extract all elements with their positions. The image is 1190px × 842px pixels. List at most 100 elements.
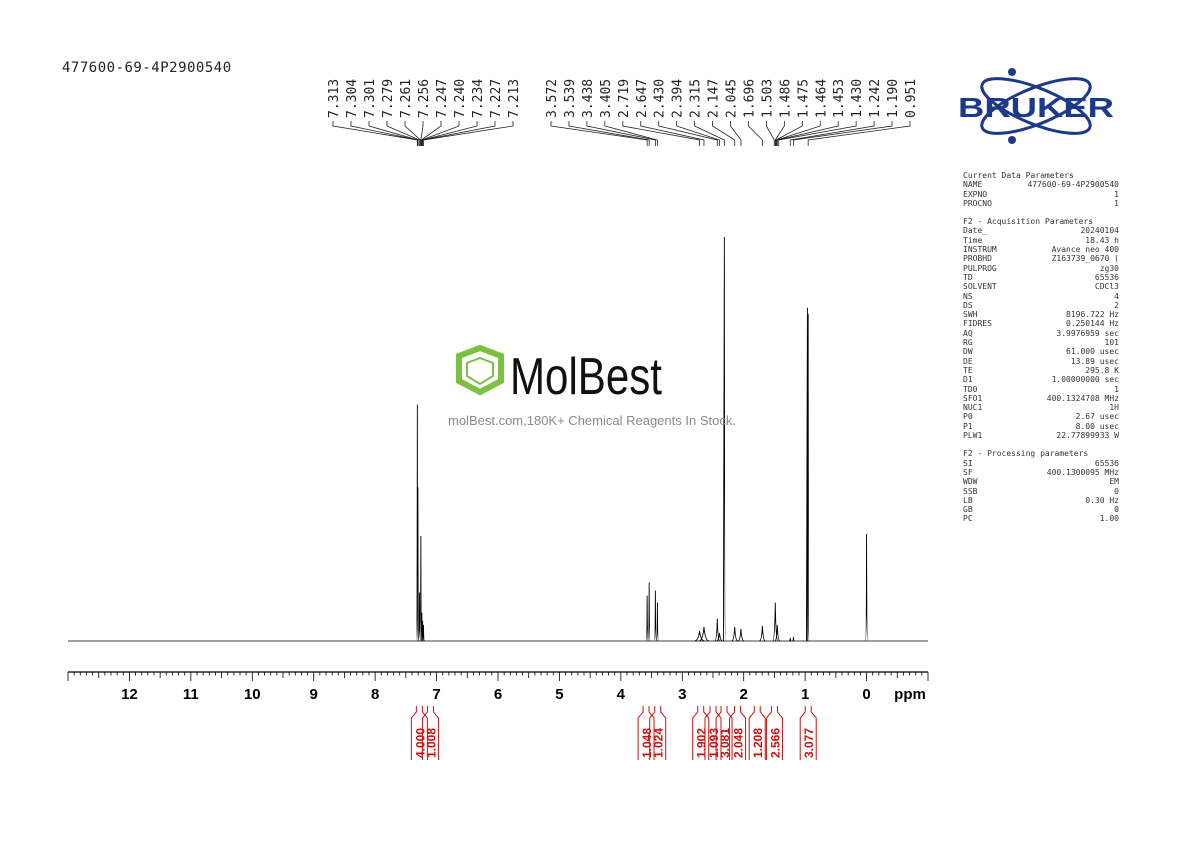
parameter-value: 477600-69-4P2900540 (1027, 180, 1119, 190)
parameter-row: EXPNO 1 (963, 190, 1119, 199)
parameter-key: TD (963, 272, 973, 282)
peak-label: 7.227 (489, 79, 504, 118)
parameter-row: PULPROG zg30 (963, 264, 1119, 273)
peak-label-connector (332, 121, 418, 146)
parameter-value: 400.1324708 MHz (1046, 393, 1119, 403)
integral-bracket (421, 706, 428, 760)
parameter-row: NAME 477600-69-4P2900540 (963, 180, 1119, 189)
parameter-value: 1.00 (1099, 514, 1119, 524)
parameter-row: PROBHD Z163739_0670 ( (963, 254, 1119, 263)
integral-label: 1.208 (751, 728, 765, 758)
parameter-row: SOLVENT CDCl3 (963, 282, 1119, 291)
integral-bracket (637, 706, 644, 760)
peak-label: 7.301 (363, 79, 378, 118)
spectrum-peak (772, 602, 779, 642)
parameter-row: FIDRES 0.250144 Hz (963, 319, 1119, 328)
parameter-key: RG (963, 338, 973, 348)
integral-bracket (799, 706, 806, 760)
spectrum-peak (865, 533, 868, 642)
parameter-key: PULPROG (963, 263, 997, 273)
parameter-key: P0 (963, 412, 973, 422)
parameter-row: TE 295.8 K (963, 366, 1119, 375)
parameter-row: SF 400.1300095 MHz (963, 468, 1119, 477)
peak-label: 7.261 (399, 79, 414, 118)
spectrum-peak (647, 582, 651, 642)
bruker-logo: BRUKER (958, 68, 1114, 144)
parameter-row: DS 2 (963, 301, 1119, 310)
parameter-key: SWH (963, 310, 978, 320)
parameter-key: SI (963, 458, 973, 468)
peak-label-connector (386, 121, 420, 146)
peak-label-connector (776, 121, 821, 146)
integral-label: 2.566 (768, 728, 782, 758)
parameter-key: PROBHD (963, 254, 992, 264)
peak-label-connector (793, 121, 893, 146)
x-tick-label: 3 (678, 686, 686, 703)
peak-label-connector (658, 121, 718, 146)
spectrum-peak (422, 624, 425, 642)
integral-label: 3.077 (802, 728, 816, 758)
parameter-key: LB (963, 495, 973, 505)
parameter-value: 0 (1114, 505, 1119, 515)
integral-bracket (759, 706, 766, 760)
peak-label: 1.503 (760, 79, 775, 118)
parameter-row: SI 65536 (963, 459, 1119, 468)
parameter-value: 1 (1114, 384, 1119, 394)
x-axis: 12 11 10 9 8 7 6 5 4 3 2 1 0 ppm (67, 671, 929, 703)
parameter-row: NUC1 1H (963, 403, 1119, 412)
x-tick-label: 12 (121, 686, 138, 703)
spectrum-trace (68, 236, 928, 642)
peak-label-connector (789, 121, 875, 146)
parameter-value: 65536 (1094, 458, 1119, 468)
parameter-row: P1 8.00 usec (963, 422, 1119, 431)
integral-bracket (410, 706, 417, 760)
spectrum-peak (806, 313, 810, 642)
peak-label-connector (586, 121, 656, 146)
peak-label: 1.475 (796, 79, 811, 118)
integral-label: 1.093 (707, 728, 721, 758)
parameter-row: NS 4 (963, 292, 1119, 301)
integral-bracket (729, 706, 736, 760)
peak-label-connector (350, 121, 419, 146)
integral-bracket (660, 706, 667, 760)
integral-bracket (692, 706, 699, 760)
peak-label: 1.453 (832, 79, 847, 118)
peak-label: 7.247 (435, 79, 450, 118)
integral-bracket (810, 706, 817, 760)
integral-label: 1.024 (652, 728, 666, 758)
x-tick-label: 6 (494, 686, 502, 703)
parameter-value: 101 (1104, 338, 1119, 348)
parameter-row: GB 0 (963, 505, 1119, 514)
peak-label-connector (774, 121, 785, 146)
electron-icon (1008, 136, 1016, 144)
x-tick-label: 0 (862, 686, 870, 703)
peak-label: 2.147 (707, 79, 722, 118)
parameter-row: LB 0.30 Hz (963, 496, 1119, 505)
parameter-row: SWH 8196.722 Hz (963, 310, 1119, 319)
parameter-key: AQ (963, 328, 973, 338)
parameter-value: CDCl3 (1094, 282, 1119, 292)
parameter-value: 2 (1114, 300, 1119, 310)
spectrum-peak (722, 236, 726, 642)
peak-label-connector (420, 121, 424, 146)
parameter-key: TD0 (963, 384, 978, 394)
parameter-row: TD 65536 (963, 273, 1119, 282)
parameter-value: 4 (1114, 291, 1119, 301)
parameter-value: zg30 (1099, 263, 1119, 273)
bruker-wordmark: BRUKER (958, 92, 1114, 123)
peak-label: 3.438 (581, 79, 596, 118)
peak-label-connector (421, 121, 460, 146)
peak-label: 3.405 (599, 79, 614, 118)
parameter-value: 8.00 usec (1075, 421, 1119, 431)
integral-bracket (715, 706, 722, 760)
integral-label: 4.000 (413, 728, 427, 758)
integral-bracket (648, 706, 655, 760)
molbest-logo: MolBest (456, 344, 662, 406)
integral-bracket (704, 706, 711, 760)
parameter-key: SSB (963, 486, 978, 496)
integral-bracket (703, 706, 710, 760)
parameter-key: NUC1 (963, 403, 983, 413)
parameter-row: WDW EM (963, 477, 1119, 486)
